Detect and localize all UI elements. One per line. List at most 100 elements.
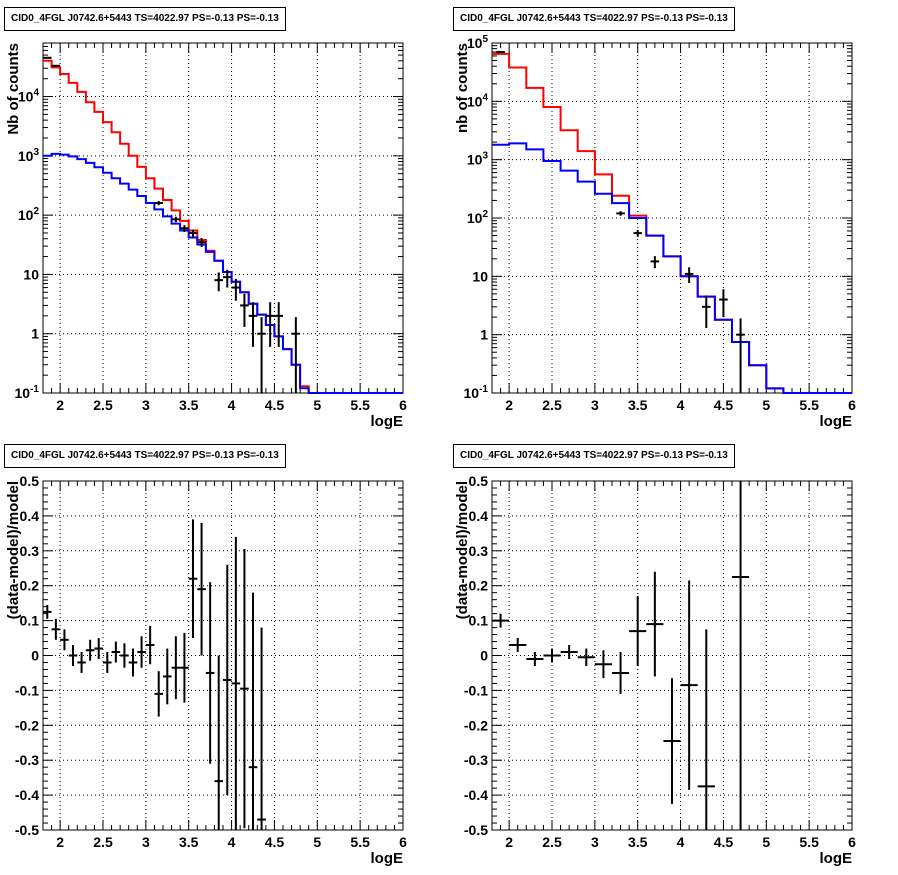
y-tick-label: -0.3 bbox=[15, 752, 39, 768]
data-point bbox=[684, 267, 694, 283]
data-point bbox=[240, 293, 249, 327]
y-tick-label: 102 bbox=[467, 209, 489, 226]
y-tick-label: 1 bbox=[480, 327, 488, 343]
y-tick-label: -0.5 bbox=[464, 822, 488, 838]
data-point bbox=[231, 278, 241, 301]
data-point bbox=[197, 238, 206, 248]
x-tick-label: 2.5 bbox=[542, 397, 562, 413]
x-tick-label: 2 bbox=[505, 397, 513, 413]
chart-title: CID0_4FGL J0742.6+5443 TS=4022.97 PS=-0.… bbox=[4, 444, 286, 468]
data-point bbox=[650, 256, 660, 269]
data-point bbox=[171, 216, 181, 223]
data-point bbox=[257, 317, 266, 393]
data-point bbox=[594, 650, 612, 679]
y-tick-label: 102 bbox=[18, 206, 40, 223]
x-tick-label: 5 bbox=[762, 834, 770, 850]
data-point bbox=[702, 295, 711, 329]
x-tick-label: 2 bbox=[505, 834, 513, 850]
data-point bbox=[257, 627, 266, 830]
x-tick-label: 5 bbox=[313, 834, 321, 850]
x-tick-label: 3.5 bbox=[628, 834, 648, 850]
x-tick-label: 6 bbox=[399, 834, 407, 850]
data-point bbox=[137, 636, 146, 668]
y-tick-label: 0.4 bbox=[469, 508, 489, 524]
data-point bbox=[248, 592, 258, 830]
y-tick-label: 0.1 bbox=[20, 613, 40, 629]
x-axis-label: logE bbox=[820, 413, 853, 430]
chart-title: CID0_4FGL J0742.6+5443 TS=4022.97 PS=-0.… bbox=[453, 444, 735, 468]
x-tick-label: 2.5 bbox=[93, 834, 113, 850]
y-tick-label: -0.1 bbox=[15, 682, 39, 698]
x-tick-label: 3 bbox=[591, 397, 599, 413]
data-point bbox=[240, 549, 249, 829]
data-point bbox=[560, 645, 578, 659]
data-point bbox=[612, 652, 630, 694]
x-axis-label: logE bbox=[371, 413, 404, 430]
x-tick-label: 4.5 bbox=[714, 834, 734, 850]
y-tick-label: 0.2 bbox=[20, 578, 40, 594]
x-tick-label: 5.5 bbox=[799, 397, 819, 413]
x-tick-label: 4.5 bbox=[265, 397, 285, 413]
x-tick-label: 4.5 bbox=[714, 397, 734, 413]
y-tick-label: 10-1 bbox=[464, 384, 489, 401]
data-point bbox=[128, 648, 138, 677]
data-point bbox=[697, 629, 715, 830]
data-point bbox=[719, 289, 728, 318]
y-tick-label: -0.3 bbox=[464, 752, 488, 768]
data-point bbox=[180, 225, 189, 232]
y-tick-label: 105 bbox=[467, 34, 489, 51]
x-tick-label: 3 bbox=[591, 834, 599, 850]
data-point bbox=[736, 318, 745, 393]
y-tick-label: 10 bbox=[472, 268, 488, 284]
plot-frame bbox=[491, 480, 853, 831]
chart-panel: 2 2.5 3 3.5 4 4.5 5 5.5 6 10-1 1 10 102 103 104 105 logE… bbox=[454, 34, 856, 430]
data-point bbox=[51, 618, 61, 640]
x-tick-label: 5.5 bbox=[350, 834, 370, 850]
data-point bbox=[646, 571, 664, 677]
data-point bbox=[616, 211, 625, 216]
data-point bbox=[629, 596, 647, 666]
data-point bbox=[274, 302, 283, 347]
x-tick-label: 2 bbox=[56, 397, 64, 413]
data-point bbox=[103, 652, 112, 673]
y-tick-label: 0.4 bbox=[20, 508, 40, 524]
data-point bbox=[197, 522, 206, 656]
x-tick-label: 5 bbox=[313, 397, 321, 413]
data-point bbox=[663, 678, 681, 804]
data-point bbox=[145, 625, 155, 665]
y-tick-label: 0.5 bbox=[469, 473, 489, 489]
data-point bbox=[120, 643, 129, 668]
model-histogram-line bbox=[492, 52, 852, 394]
y-tick-label: 0 bbox=[480, 648, 488, 664]
x-tick-label: 3 bbox=[142, 397, 150, 413]
data-point bbox=[732, 481, 750, 830]
y-tick-label: -0.2 bbox=[464, 717, 488, 733]
data-point bbox=[526, 652, 544, 666]
x-axis-label: logE bbox=[371, 850, 404, 867]
plot-frame bbox=[42, 42, 404, 394]
x-tick-label: 4 bbox=[677, 397, 685, 413]
data-point bbox=[205, 582, 215, 764]
data-point bbox=[223, 564, 232, 796]
data-point bbox=[680, 580, 698, 790]
y-tick-label: 0.5 bbox=[20, 473, 40, 489]
y-tick-label: 0.3 bbox=[20, 543, 40, 559]
data-point bbox=[154, 671, 163, 717]
data-point bbox=[633, 229, 642, 237]
y-tick-label: 103 bbox=[18, 147, 40, 164]
y-tick-label: -0.4 bbox=[15, 787, 39, 803]
data-point bbox=[214, 272, 223, 292]
y-tick-label: 0.3 bbox=[469, 543, 489, 559]
x-tick-label: 3.5 bbox=[179, 397, 199, 413]
y-axis-label: Nb of counts bbox=[5, 43, 22, 135]
y-axis-label: (data-model)/model bbox=[5, 481, 22, 619]
data-point bbox=[509, 638, 527, 653]
data-point bbox=[492, 613, 510, 628]
plot-frame bbox=[42, 480, 404, 831]
x-tick-label: 4 bbox=[228, 397, 236, 413]
data-point bbox=[171, 636, 181, 700]
data-point bbox=[154, 201, 163, 206]
model-histogram-line bbox=[43, 152, 403, 394]
data-point bbox=[577, 648, 595, 666]
